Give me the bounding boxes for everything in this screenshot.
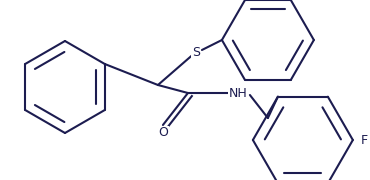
Text: NH: NH — [229, 87, 247, 100]
Text: F: F — [361, 134, 368, 147]
Text: S: S — [192, 46, 200, 58]
Text: O: O — [158, 127, 168, 140]
